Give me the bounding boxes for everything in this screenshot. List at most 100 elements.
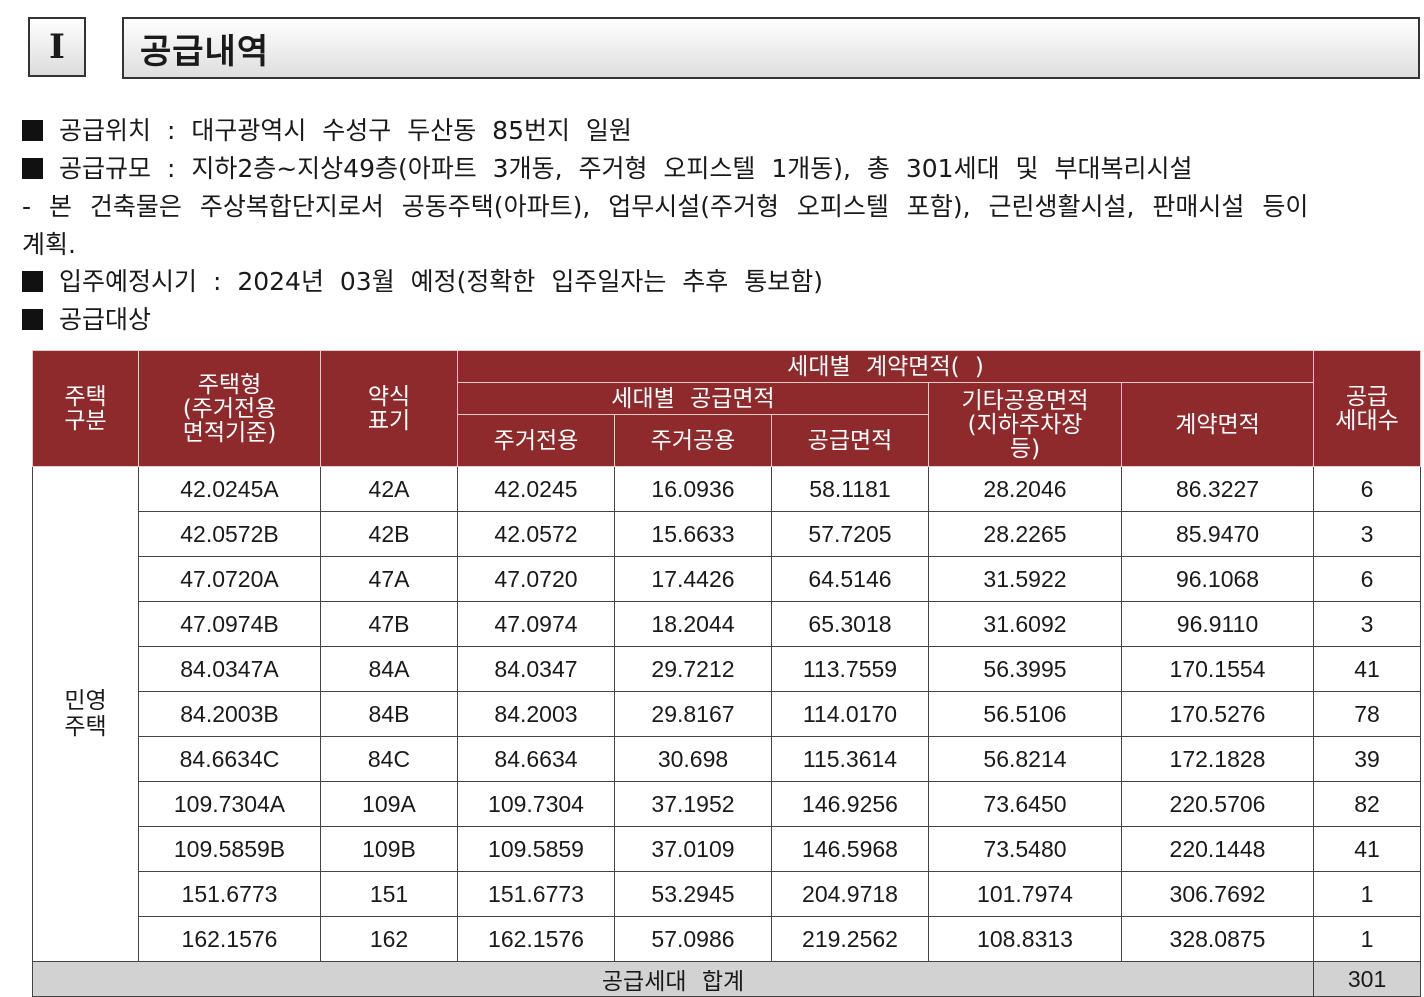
- header-contract-area-group: 세대별 계약면적( ): [456, 350, 1315, 383]
- cell-common: 37.1952: [614, 781, 772, 827]
- cell-contract: 96.1068: [1120, 556, 1315, 602]
- cell-common: 30.698: [614, 736, 772, 782]
- cell-housing-type: 109.7304A: [138, 781, 321, 827]
- table-row: 47.0720A 47A 47.0720 17.4426 64.5146 31.…: [33, 556, 1422, 602]
- cell-contract: 170.5276: [1120, 691, 1315, 737]
- cell-exclusive: 42.0245: [457, 466, 615, 512]
- info-line-note-cont: 계획.: [22, 230, 76, 259]
- cell-exclusive: 47.0720: [457, 556, 615, 602]
- table-row: 151.6773 151 151.6773 53.2945 204.9718 1…: [33, 871, 1422, 917]
- cell-common: 57.0986: [614, 916, 772, 962]
- cell-other-common: 56.5106: [928, 691, 1122, 737]
- total-label: 공급세대 합계: [31, 961, 1315, 997]
- header-house-category: 주택 구분: [32, 350, 139, 467]
- cell-housing-type: 47.0974B: [138, 601, 321, 647]
- cell-exclusive: 109.5859: [457, 826, 615, 872]
- section-number: I: [28, 17, 86, 77]
- table-row: 민영 주택 42.0245A 42A 42.0245 16.0936 58.11…: [32, 466, 1422, 962]
- table-row: 84.2003B 84B 84.2003 29.8167 114.0170 56…: [33, 691, 1422, 737]
- square-bullet-icon: [22, 120, 43, 141]
- header-abbreviation: 약식 표기: [320, 350, 458, 467]
- cell-other-common: 101.7974: [928, 871, 1122, 917]
- cell-units: 1: [1313, 871, 1422, 917]
- cell-units: 6: [1313, 556, 1422, 602]
- cell-contract: 96.9110: [1120, 601, 1315, 647]
- cell-housing-type: 84.6634C: [138, 736, 321, 782]
- cell-abbr: 84A: [320, 646, 458, 692]
- cell-abbr: 109B: [320, 826, 458, 872]
- cell-housing-type: 109.5859B: [138, 826, 321, 872]
- cell-other-common: 31.5922: [928, 556, 1122, 602]
- cell-abbr: 109A: [320, 781, 458, 827]
- cell-units: 3: [1313, 601, 1422, 647]
- table-row: 84.0347A 84A 84.0347 29.7212 113.7559 56…: [33, 646, 1422, 692]
- cell-units: 1: [1313, 916, 1422, 962]
- cell-supply: 65.3018: [771, 601, 929, 647]
- cell-other-common: 56.8214: [928, 736, 1122, 782]
- cell-other-common: 73.6450: [928, 781, 1122, 827]
- cell-abbr: 42A: [320, 466, 458, 512]
- header-supply-area-group: 세대별 공급면적: [457, 382, 929, 415]
- cell-exclusive: 151.6773: [457, 871, 615, 917]
- cell-other-common: 108.8313: [928, 916, 1122, 962]
- cell-housing-type: 42.0245A: [138, 466, 321, 512]
- square-bullet-icon: [22, 158, 43, 179]
- cell-common: 29.8167: [614, 691, 772, 737]
- table-row: 162.1576 162 162.1576 57.0986 219.2562 1…: [33, 916, 1422, 962]
- cell-contract: 85.9470: [1120, 511, 1315, 557]
- cell-abbr: 47A: [320, 556, 458, 602]
- cell-abbr: 47B: [320, 601, 458, 647]
- cell-housing-type: 42.0572B: [138, 511, 321, 557]
- cell-exclusive: 84.6634: [457, 736, 615, 782]
- header-other-common-area: 기타공용면적 (지하주차장 등): [928, 382, 1122, 467]
- cell-contract: 220.1448: [1120, 826, 1315, 872]
- cell-supply: 219.2562: [771, 916, 929, 962]
- cell-exclusive: 84.0347: [457, 646, 615, 692]
- header-housing-type: 주택형 (주거전용 면적기준): [138, 350, 321, 467]
- cell-housing-type: 47.0720A: [138, 556, 321, 602]
- cell-contract: 328.0875: [1120, 916, 1315, 962]
- cell-exclusive: 109.7304: [457, 781, 615, 827]
- cell-units: 3: [1313, 511, 1422, 557]
- cell-contract: 170.1554: [1120, 646, 1315, 692]
- supply-table: 주택 구분 주택형 (주거전용 면적기준) 약식 표기 세대별 계약면적( ) …: [31, 350, 1422, 997]
- cell-units: 41: [1313, 646, 1422, 692]
- table-row: 109.5859B 109B 109.5859 37.0109 146.5968…: [33, 826, 1422, 872]
- cell-abbr: 151: [320, 871, 458, 917]
- cell-common: 16.0936: [614, 466, 772, 512]
- cell-other-common: 56.3995: [928, 646, 1122, 692]
- total-units: 301: [1313, 961, 1422, 997]
- total-row: 공급세대 합계 301: [31, 961, 1422, 997]
- cell-exclusive: 42.0572: [457, 511, 615, 557]
- info-line-move-in: 입주예정시기 : 2024년 03월 예정(정확한 입주일자는 추후 통보함): [22, 262, 823, 298]
- cell-contract: 86.3227: [1120, 466, 1315, 512]
- cell-contract: 220.5706: [1120, 781, 1315, 827]
- cell-exclusive: 84.2003: [457, 691, 615, 737]
- cell-abbr: 84C: [320, 736, 458, 782]
- cell-other-common: 73.5480: [928, 826, 1122, 872]
- header-contract-area: 계약면적: [1120, 382, 1315, 467]
- cell-units: 82: [1313, 781, 1422, 827]
- header-supply-area: 공급면적: [771, 414, 929, 467]
- cell-common: 18.2044: [614, 601, 772, 647]
- cell-units: 41: [1313, 826, 1422, 872]
- cell-abbr: 84B: [320, 691, 458, 737]
- cell-supply: 58.1181: [771, 466, 929, 512]
- square-bullet-icon: [22, 309, 43, 330]
- info-line-scale: 공급규모 : 지하2층~지상49층(아파트 3개동, 주거형 오피스텔 1개동)…: [22, 149, 1193, 185]
- cell-supply: 204.9718: [771, 871, 929, 917]
- cell-housing-type: 162.1576: [138, 916, 321, 962]
- table-row: 47.0974B 47B 47.0974 18.2044 65.3018 31.…: [33, 601, 1422, 647]
- cell-supply: 115.3614: [771, 736, 929, 782]
- info-line-note: - 본 건축물은 주상복합단지로서 공동주택(아파트), 업무시설(주거형 오피…: [22, 192, 1309, 221]
- cell-other-common: 28.2265: [928, 511, 1122, 557]
- info-line-target: 공급대상: [22, 300, 151, 336]
- table-row: 109.7304A 109A 109.7304 37.1952 146.9256…: [33, 781, 1422, 827]
- cell-common: 53.2945: [614, 871, 772, 917]
- cell-common: 17.4426: [614, 556, 772, 602]
- cell-exclusive: 162.1576: [457, 916, 615, 962]
- cell-housing-type: 151.6773: [138, 871, 321, 917]
- header-exclusive-area: 주거전용: [457, 414, 615, 467]
- cell-supply: 57.7205: [771, 511, 929, 557]
- cell-abbr: 42B: [320, 511, 458, 557]
